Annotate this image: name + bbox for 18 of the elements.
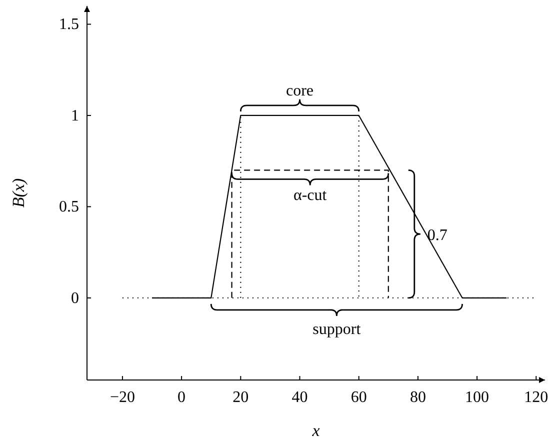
x-tick-label: 0 <box>178 389 186 406</box>
y-axis-title: B(x) <box>9 178 28 208</box>
x-tick-label: 40 <box>292 389 308 406</box>
y-tick-label: 1.5 <box>59 16 79 34</box>
x-tick-label: 120 <box>524 389 548 406</box>
y-tick-label: 0.5 <box>59 198 79 216</box>
x-tick-label: 20 <box>232 389 249 406</box>
annotation: α-cut <box>293 187 328 204</box>
x-tick-label: 60 <box>350 389 367 406</box>
x-tick-label: 100 <box>465 389 490 406</box>
y-tick-label: 0 <box>71 290 79 307</box>
annotation: core <box>286 82 314 100</box>
x-axis-title: x <box>311 421 320 440</box>
annotation: 0.7 <box>427 227 448 244</box>
y-tick-label: 1 <box>71 107 79 124</box>
annotation: support <box>312 320 362 338</box>
x-tick-label: −20 <box>110 389 135 406</box>
x-tick-label: 80 <box>410 389 426 406</box>
